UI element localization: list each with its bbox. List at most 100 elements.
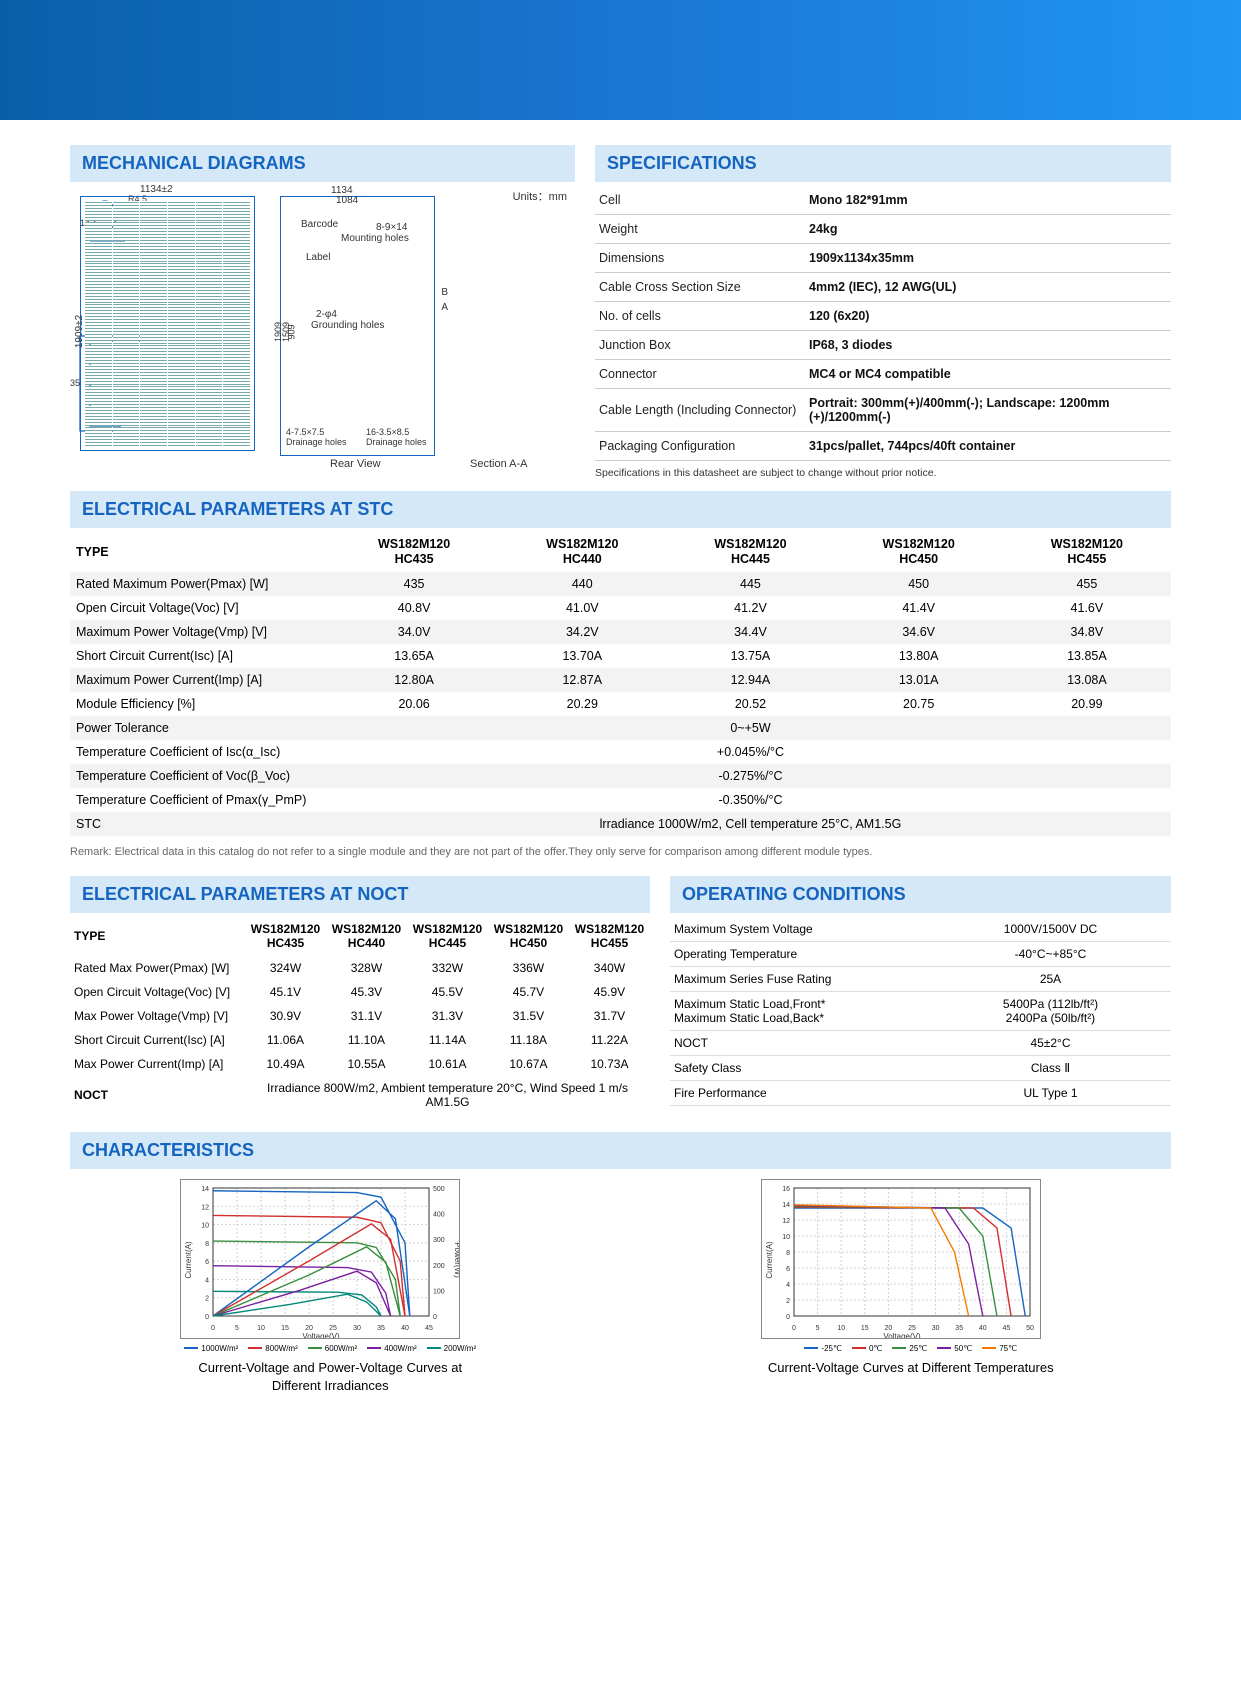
legend-item: 0℃	[852, 1344, 882, 1353]
param-value: 20.29	[498, 692, 666, 716]
legend-item: 800W/m²	[248, 1344, 297, 1353]
param-value: 0~+5W	[330, 716, 1171, 740]
legend-item: 1000W/m²	[184, 1344, 238, 1353]
section-header-mechanical: MECHANICAL DIAGRAMS	[70, 145, 575, 182]
param-label: Maximum Power Current(Imp) [A]	[70, 668, 330, 692]
svg-text:25: 25	[329, 1325, 337, 1332]
param-label: NOCT	[70, 1076, 245, 1114]
svg-text:45: 45	[425, 1325, 433, 1332]
svg-text:10: 10	[837, 1325, 845, 1332]
param-label: Max Power Current(Imp) [A]	[70, 1052, 245, 1076]
param-value: 10.49A	[245, 1052, 326, 1076]
param-value: 31.7V	[569, 1004, 650, 1028]
table-row: Temperature Coefficient of Isc(α_Isc)+0.…	[70, 740, 1171, 764]
param-value: +0.045%/°C	[330, 740, 1171, 764]
model-header: WS182M120HC435	[245, 917, 326, 956]
spec-label: Connector	[595, 360, 805, 389]
param-label: Power Tolerance	[70, 716, 330, 740]
param-value: 34.2V	[498, 620, 666, 644]
oper-label: Maximum Static Load,Front* Maximum Stati…	[670, 992, 930, 1031]
svg-text:0: 0	[792, 1325, 796, 1332]
content-area: MECHANICAL DIAGRAMS Units：mm 1134±2 1909…	[0, 120, 1241, 1435]
param-value: 31.5V	[488, 1004, 569, 1028]
model-header: WS182M120HC440	[326, 917, 407, 956]
svg-text:15: 15	[861, 1325, 869, 1332]
param-value: 45.9V	[569, 980, 650, 1004]
svg-text:35: 35	[377, 1325, 385, 1332]
oper-value: 5400Pa (112lb/ft²) 2400Pa (50lb/ft²)	[930, 992, 1171, 1031]
param-value: 20.52	[666, 692, 834, 716]
table-row: NOCT45±2°C	[670, 1031, 1171, 1056]
section-header-characteristics: CHARACTERISTICS	[70, 1132, 1171, 1169]
param-value: 340W	[569, 956, 650, 980]
specs-table: CellMono 182*91mmWeight24kgDimensions190…	[595, 186, 1171, 461]
model-header: WS182M120HC445	[666, 532, 834, 572]
type-header: TYPE	[70, 917, 245, 956]
elec-noct-table: TYPEWS182M120HC435WS182M120HC440WS182M12…	[70, 917, 650, 1114]
legend-item: 200W/m²	[427, 1344, 476, 1353]
param-value: 435	[330, 572, 498, 596]
spec-value: Mono 182*91mm	[805, 186, 1171, 215]
oper-label: Safety Class	[670, 1056, 930, 1081]
svg-text:12: 12	[201, 1204, 209, 1211]
param-value: 45.1V	[245, 980, 326, 1004]
model-header: WS182M120HC445	[407, 917, 488, 956]
param-label: STC	[70, 812, 330, 836]
spec-value: 120 (6x20)	[805, 302, 1171, 331]
model-header: WS182M120HC455	[569, 917, 650, 956]
svg-text:8: 8	[786, 1250, 790, 1257]
svg-text:15: 15	[281, 1325, 289, 1332]
table-row: Max Power Voltage(Vmp) [V]30.9V31.1V31.3…	[70, 1004, 650, 1028]
svg-text:100: 100	[433, 1288, 445, 1295]
svg-text:2: 2	[205, 1295, 209, 1302]
svg-text:Voltage(V): Voltage(V)	[883, 1332, 921, 1339]
param-label: Temperature Coefficient of Voc(β_Voc)	[70, 764, 330, 788]
oper-value: 25A	[930, 967, 1171, 992]
param-label: Temperature Coefficient of Isc(α_Isc)	[70, 740, 330, 764]
table-row: Rated Maximum Power(Pmax) [W]43544044545…	[70, 572, 1171, 596]
spec-value: 4mm2 (IEC), 12 AWG(UL)	[805, 273, 1171, 302]
param-value: 324W	[245, 956, 326, 980]
units-label: Units：mm	[513, 188, 567, 204]
param-value: 332W	[407, 956, 488, 980]
section-header-elec-stc: ELECTRICAL PARAMETERS AT STC	[70, 491, 1171, 528]
svg-text:35: 35	[955, 1325, 963, 1332]
spec-row: Packaging Configuration31pcs/pallet, 744…	[595, 432, 1171, 461]
model-header: WS182M120HC450	[488, 917, 569, 956]
operating-table: Maximum System Voltage1000V/1500V DCOper…	[670, 917, 1171, 1106]
oper-label: Operating Temperature	[670, 942, 930, 967]
svg-text:Voltage(V): Voltage(V)	[303, 1332, 341, 1339]
spec-value: 24kg	[805, 215, 1171, 244]
model-header: WS182M120HC450	[835, 532, 1003, 572]
param-value: 34.0V	[330, 620, 498, 644]
param-value: 31.3V	[407, 1004, 488, 1028]
param-value: -0.350%/°C	[330, 788, 1171, 812]
param-value: 20.06	[330, 692, 498, 716]
table-row: Fire PerformanceUL Type 1	[670, 1081, 1171, 1106]
legend-item: 400W/m²	[367, 1344, 416, 1353]
param-value: 34.6V	[835, 620, 1003, 644]
param-value: 40.8V	[330, 596, 498, 620]
table-row: Maximum System Voltage1000V/1500V DC	[670, 917, 1171, 942]
cell-grid	[81, 197, 254, 450]
svg-text:6: 6	[205, 1259, 209, 1266]
spec-row: No. of cells120 (6x20)	[595, 302, 1171, 331]
oper-value: 45±2°C	[930, 1031, 1171, 1056]
table-row: STClrradiance 1000W/m2, Cell temperature…	[70, 812, 1171, 836]
svg-text:14: 14	[782, 1202, 790, 1209]
svg-text:200: 200	[433, 1263, 445, 1270]
param-label: Short Circuit Current(Isc) [A]	[70, 1028, 245, 1052]
param-value: 13.80A	[835, 644, 1003, 668]
svg-text:Current(A): Current(A)	[765, 1241, 774, 1279]
svg-text:50: 50	[1026, 1325, 1034, 1332]
legend-item: -25℃	[804, 1344, 842, 1353]
param-value: -0.275%/°C	[330, 764, 1171, 788]
svg-text:40: 40	[979, 1325, 987, 1332]
param-value: 336W	[488, 956, 569, 980]
spec-value: Portrait: 300mm(+)/400mm(-); Landscape: …	[805, 389, 1171, 432]
param-value: 31.1V	[326, 1004, 407, 1028]
table-row: NOCTIrradiance 800W/m2, Ambient temperat…	[70, 1076, 650, 1114]
svg-text:14: 14	[201, 1186, 209, 1193]
spec-label: Cell	[595, 186, 805, 215]
spec-row: Dimensions1909x1134x35mm	[595, 244, 1171, 273]
